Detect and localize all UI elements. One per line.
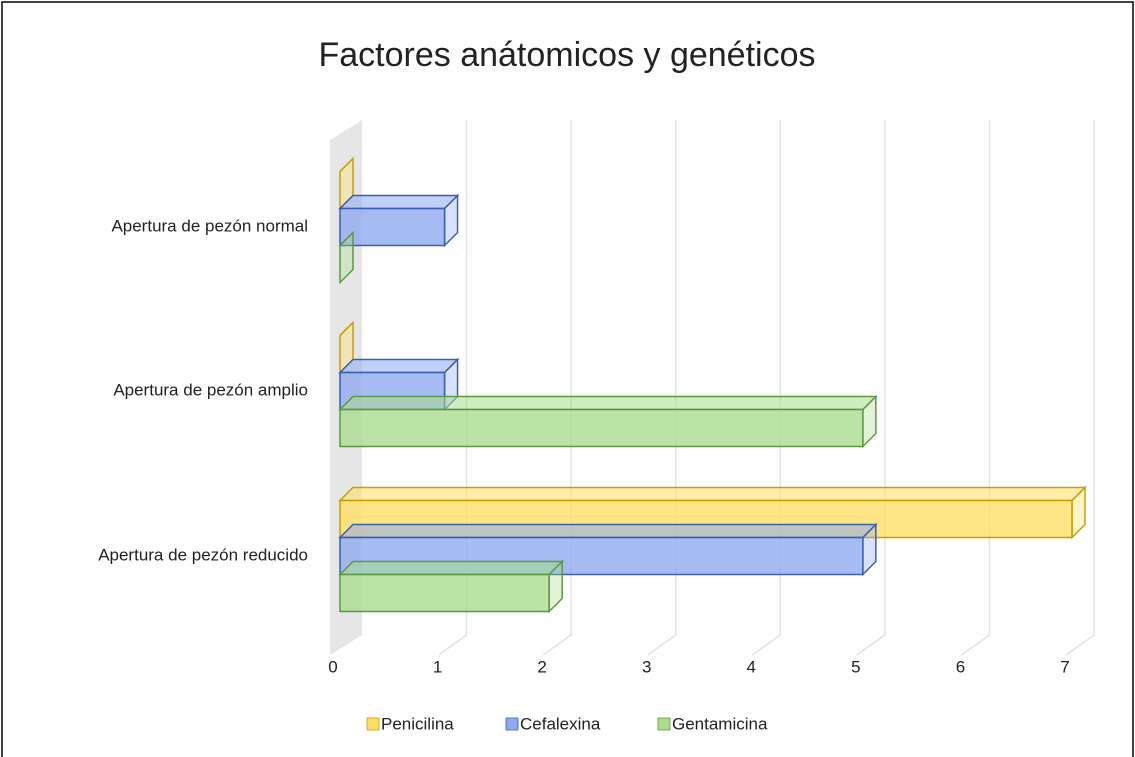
y-tick-label: Apertura de pezón amplio: [113, 380, 308, 399]
grid-line: [542, 120, 572, 656]
bar-face: [338, 395, 878, 411]
legend-swatch: [657, 717, 671, 731]
grid-line: [751, 120, 782, 656]
bar-face: [338, 194, 460, 210]
x-tick-label: 7: [1060, 657, 1069, 676]
bar: [339, 230, 354, 285]
legend-label: Cefalexina: [520, 714, 601, 733]
bar: [338, 193, 460, 248]
bar-face: [339, 573, 550, 613]
bar-face: [338, 486, 1087, 502]
bar: [338, 559, 564, 614]
grid-line: [960, 120, 991, 656]
x-tick-label: 3: [642, 657, 651, 676]
bar-face: [339, 408, 864, 448]
grid-line: [438, 120, 468, 656]
grid-line: [647, 120, 677, 656]
x-tick-label: 2: [537, 657, 546, 676]
y-tick-label: Apertura de pezón normal: [111, 216, 308, 235]
bar: [338, 394, 878, 449]
chart-title: Factores anátomicos y genéticos: [318, 36, 815, 74]
legend-swatch: [366, 717, 380, 731]
x-tick-label: 0: [328, 657, 337, 676]
x-tick-label: 6: [956, 657, 965, 676]
bar-face: [339, 207, 446, 247]
bar-face: [338, 358, 460, 374]
y-tick-label: Apertura de pezón reducido: [98, 545, 308, 564]
legend-label: Gentamicina: [672, 714, 768, 733]
bar-face: [339, 230, 354, 285]
bar-face: [338, 560, 564, 576]
bar-face: [338, 523, 878, 539]
grid-line: [1065, 120, 1095, 656]
grid-line: [856, 120, 886, 656]
legend-swatch: [505, 717, 519, 731]
legend-label: Penicilina: [381, 714, 454, 733]
x-tick-label: 4: [747, 657, 756, 676]
x-tick-label: 1: [433, 657, 442, 676]
x-tick-label: 5: [851, 657, 860, 676]
